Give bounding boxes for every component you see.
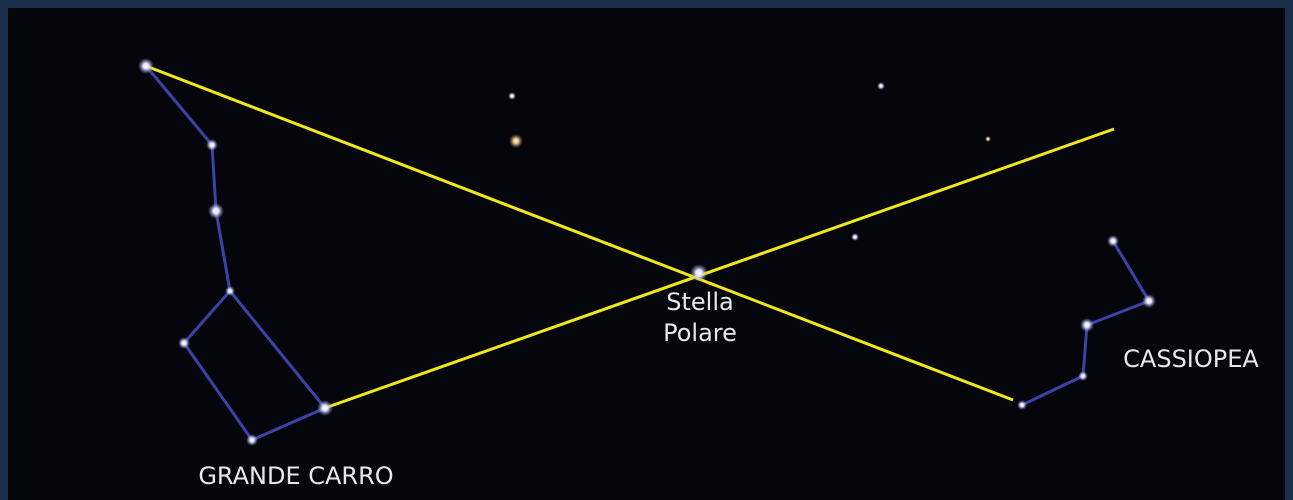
star xyxy=(877,82,885,90)
constellation-line xyxy=(144,65,328,442)
polar-star-label: Stella xyxy=(666,288,733,316)
star xyxy=(985,136,991,142)
polar-star-label: Polare xyxy=(663,319,737,347)
big-dipper-label: GRANDE CARRO xyxy=(198,462,393,490)
star xyxy=(851,233,859,241)
sky xyxy=(8,8,1285,500)
pointer-line xyxy=(324,127,1115,410)
star xyxy=(1017,400,1027,410)
star xyxy=(208,203,224,219)
pointer-line xyxy=(145,64,1014,402)
star xyxy=(206,139,218,151)
star xyxy=(509,134,523,148)
star xyxy=(225,286,235,296)
star xyxy=(1080,318,1094,332)
star xyxy=(1107,235,1119,247)
star xyxy=(1142,294,1156,308)
star xyxy=(246,434,258,446)
polar-star xyxy=(690,264,708,282)
star xyxy=(1078,371,1088,381)
big-dipper-lines xyxy=(144,65,328,442)
stars xyxy=(138,58,1156,446)
star xyxy=(317,400,333,416)
star xyxy=(138,58,154,74)
cassiopeia-label: CASSIOPEA xyxy=(1123,345,1259,373)
star xyxy=(508,92,516,100)
star xyxy=(178,337,190,349)
